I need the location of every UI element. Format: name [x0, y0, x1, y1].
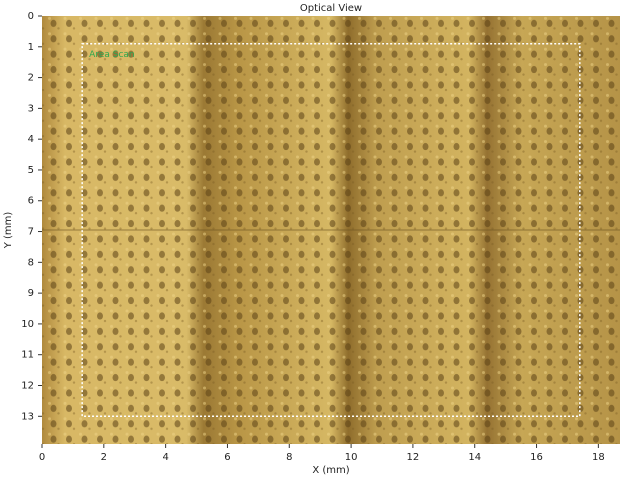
y-tick-label: 13: [21, 411, 34, 422]
x-tick-label: 6: [224, 452, 230, 463]
image: [42, 16, 620, 444]
scan-area-label: Area Scan: [89, 50, 134, 60]
x-axis-label: X (mm): [312, 465, 349, 476]
x-tick-label: 10: [345, 452, 358, 463]
title: Optical View: [300, 3, 362, 14]
x-tick-label: 4: [162, 452, 168, 463]
x-tick-label: 18: [592, 452, 605, 463]
y-tick-label: 5: [28, 165, 34, 176]
y-tick-label: 10: [21, 319, 34, 330]
x-tick-label: 2: [101, 452, 107, 463]
x-tick-label: 8: [286, 452, 292, 463]
scan-area: [81, 42, 581, 418]
y-tick-label: 2: [28, 73, 34, 84]
y-tick-label: 7: [28, 227, 34, 238]
y-tick-label: 12: [21, 380, 34, 391]
y-tick-label: 4: [28, 134, 34, 145]
y-tick-label: 3: [28, 103, 34, 114]
y-tick-label: 0: [28, 11, 34, 22]
x-tick-label: 0: [39, 452, 45, 463]
y-tick-label: 11: [21, 350, 34, 361]
x-tick-label: 12: [407, 452, 420, 463]
y-axis-label: Y (mm): [3, 212, 14, 250]
x-tick-label: 16: [530, 452, 543, 463]
y-tick-label: 8: [28, 257, 34, 268]
y-tick-label: 9: [28, 288, 34, 299]
x-tick-label: 14: [468, 452, 481, 463]
y-tick-label: 6: [28, 196, 34, 207]
y-tick-label: 1: [28, 42, 34, 53]
